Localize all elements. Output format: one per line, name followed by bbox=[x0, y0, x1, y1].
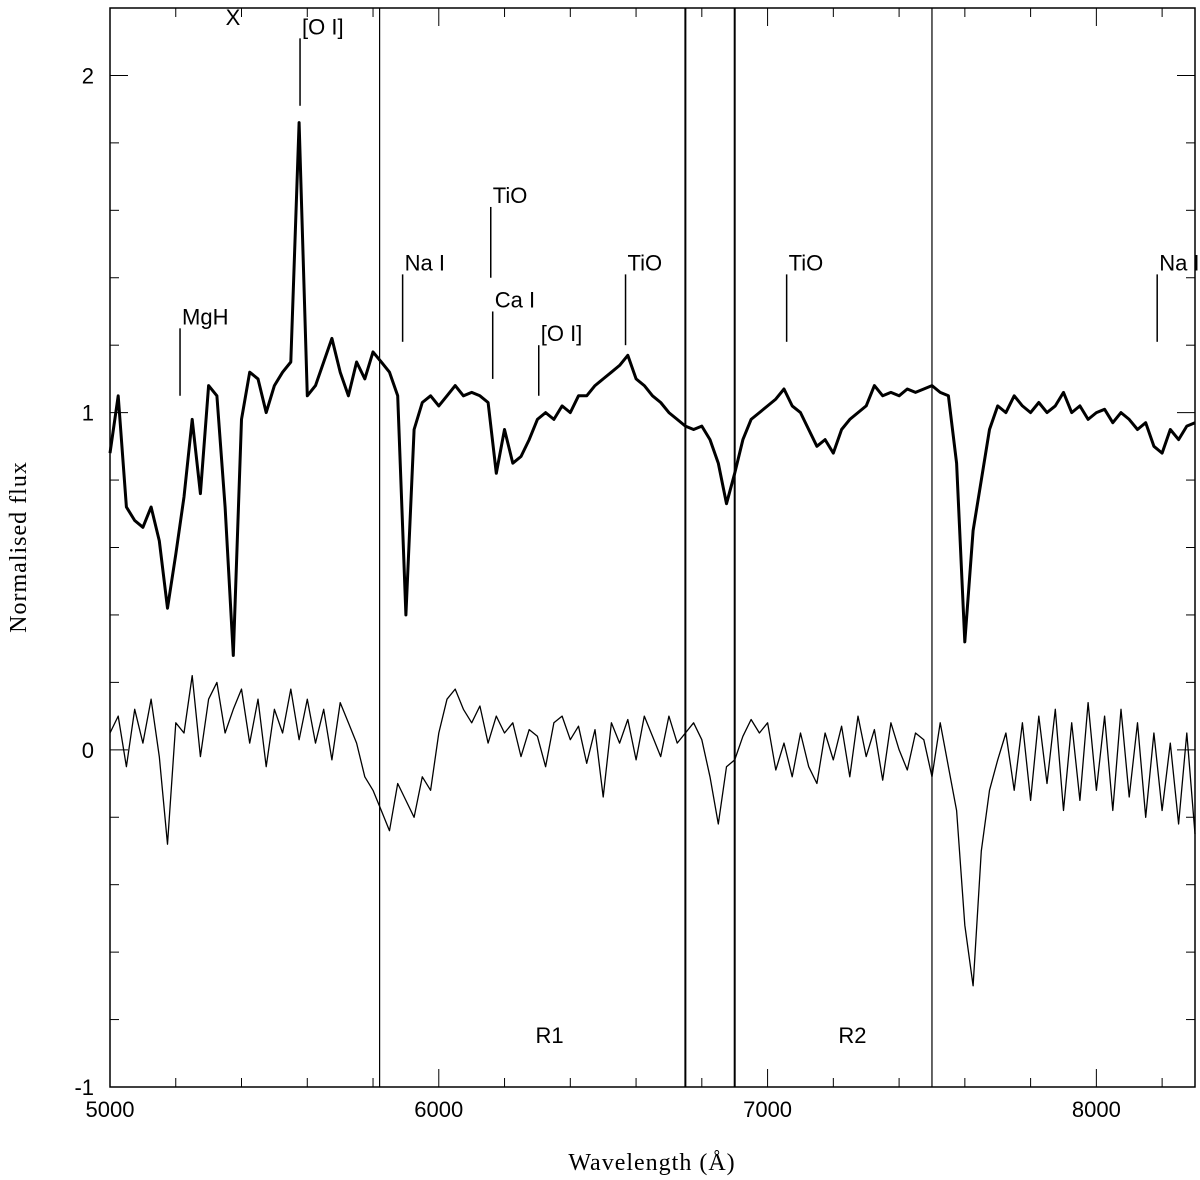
annotation-label: Na I bbox=[405, 250, 445, 275]
spectrum-line bbox=[109, 674, 1196, 987]
region-label: R1 bbox=[536, 1023, 564, 1048]
annotation-label: X bbox=[226, 5, 241, 30]
annotation-label: [O I] bbox=[302, 14, 344, 39]
annotation-label: Ca I bbox=[495, 287, 535, 312]
x-axis-title: Wavelength (Å) bbox=[568, 1150, 735, 1176]
annotation-label: TiO bbox=[493, 183, 528, 208]
x-tick-label: 7000 bbox=[743, 1097, 792, 1122]
y-tick-label: 2 bbox=[82, 63, 94, 88]
annotation-label: MgH bbox=[182, 304, 228, 329]
annotation-label: TiO bbox=[628, 250, 663, 275]
annotation-label: [O I] bbox=[541, 321, 583, 346]
spectrum-line bbox=[108, 121, 1196, 657]
annotation-label: TiO bbox=[789, 250, 824, 275]
annotation-label: Na I bbox=[1159, 250, 1199, 275]
y-tick-label: 0 bbox=[82, 738, 94, 763]
y-tick-label: -1 bbox=[74, 1075, 94, 1100]
region-label: R2 bbox=[838, 1023, 866, 1048]
x-tick-label: 5000 bbox=[86, 1097, 135, 1122]
y-axis-title: Normalised flux bbox=[6, 461, 32, 633]
plot-frame bbox=[109, 7, 1196, 1088]
y-tick-label: 1 bbox=[82, 401, 94, 426]
x-tick-label: 6000 bbox=[414, 1097, 463, 1122]
x-tick-label: 8000 bbox=[1072, 1097, 1121, 1122]
